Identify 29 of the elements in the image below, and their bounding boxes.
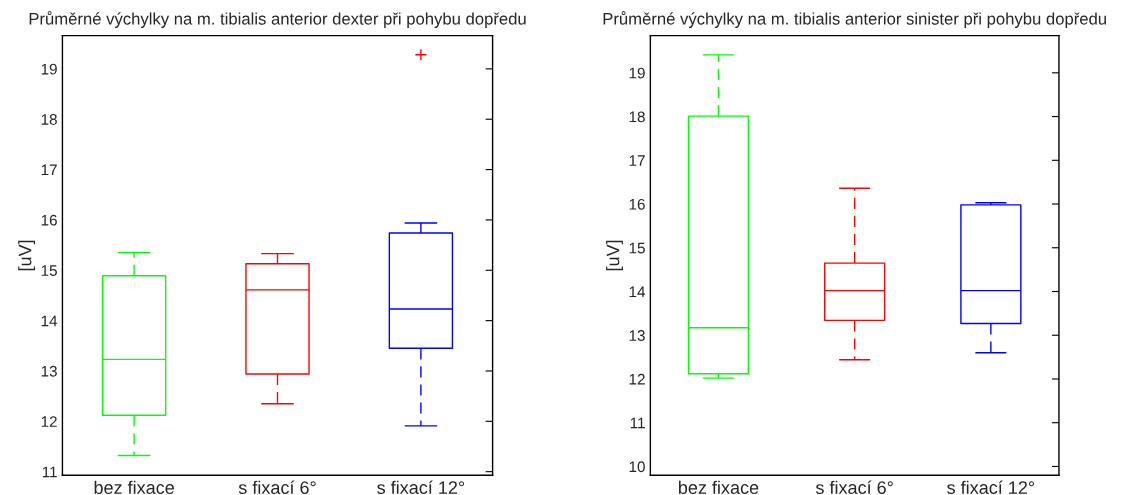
chart-title: Průměrné výchylky na m. tibialis anterior dexter při pohybu dopředu xyxy=(29,11,526,28)
x-tick-label: s fixací 6° xyxy=(815,480,893,495)
y-tick-label: 16 xyxy=(629,198,645,210)
y-tick-label: 14 xyxy=(41,315,58,327)
y-tick-label: 18 xyxy=(41,114,57,125)
y-tick-label: 12 xyxy=(41,416,57,427)
y-axis-title: [uV] xyxy=(18,240,36,271)
x-tick-label: s fixací 6° xyxy=(238,480,316,495)
y-tick-label: 10 xyxy=(629,461,645,473)
y-tick-label: 13 xyxy=(629,330,645,341)
y-tick-label: 15 xyxy=(41,265,57,276)
y-tick-label: 14 xyxy=(629,286,646,298)
y-tick-label: 13 xyxy=(41,365,57,377)
y-tick-label: 16 xyxy=(41,214,57,226)
chart-title: Průměrné výchylky na m. tibialis anterior sinister při pohybu dopředu xyxy=(603,11,1106,28)
y-tick-label: 19 xyxy=(41,63,57,75)
y-tick-label: 18 xyxy=(629,111,645,123)
x-tick-label: s fixací 12° xyxy=(947,480,1035,495)
y-axis-title: [uV] xyxy=(606,240,623,271)
x-tick-label: s fixací 12° xyxy=(377,480,465,495)
y-tick-label: 17 xyxy=(41,164,57,176)
y-tick-label: 12 xyxy=(629,373,645,385)
x-tick-label: bez fixace xyxy=(678,480,759,495)
y-tick-label: 19 xyxy=(629,67,645,79)
y-tick-label: 11 xyxy=(630,417,645,429)
x-tick-label: bez fixace xyxy=(94,480,174,495)
y-tick-label: 17 xyxy=(629,155,645,166)
y-tick-label: 11 xyxy=(42,466,57,478)
y-tick-label: 15 xyxy=(629,242,645,254)
